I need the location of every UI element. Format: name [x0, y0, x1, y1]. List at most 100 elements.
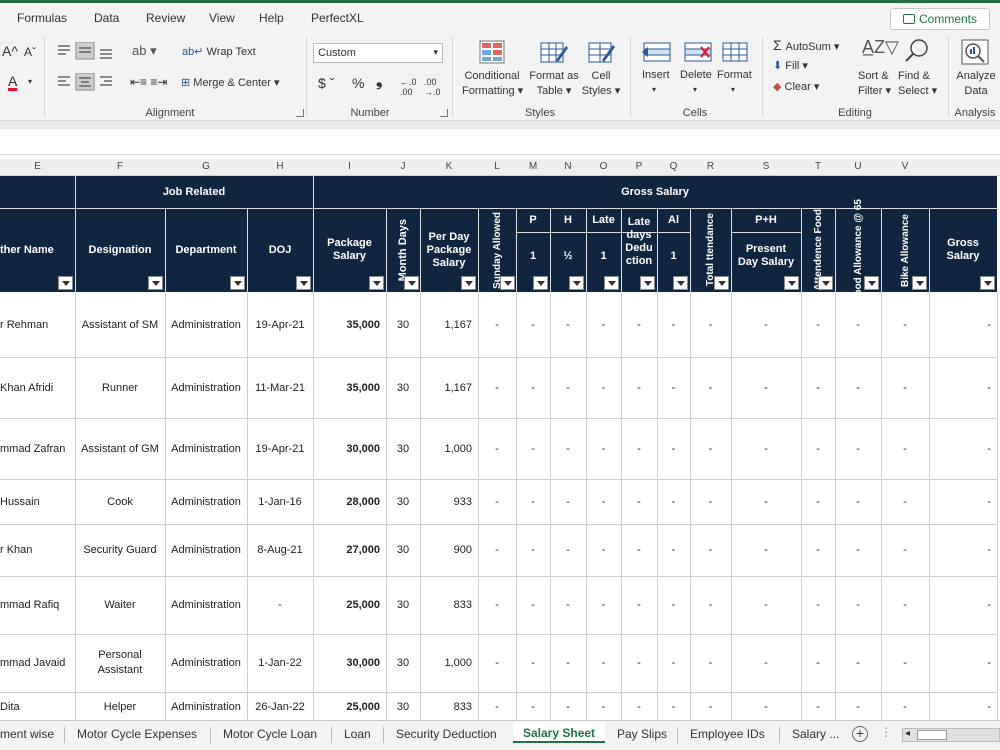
- col-header-t[interactable]: T: [814, 161, 822, 172]
- cell-styles-button[interactable]: Cell Styles ▾: [581, 70, 621, 97]
- cell-empty-value[interactable]: -: [495, 442, 499, 455]
- cell-empty-value[interactable]: -: [531, 701, 535, 713]
- cell-days[interactable]: 30: [396, 495, 410, 508]
- clear-button[interactable]: ◆ Clear ▾: [773, 81, 820, 93]
- cell-empty-value[interactable]: -: [531, 544, 535, 556]
- cell-empty-value[interactable]: -: [671, 599, 676, 611]
- cell-per-day[interactable]: 900: [453, 544, 472, 556]
- cell-empty-value[interactable]: -: [987, 318, 991, 331]
- cell-empty-value[interactable]: -: [903, 318, 907, 331]
- cell-per-day[interactable]: 1,000: [444, 442, 472, 455]
- cell-empty-value[interactable]: -: [531, 381, 535, 394]
- decrease-font-icon[interactable]: Aˇ: [24, 45, 36, 59]
- cell-per-day[interactable]: 1,167: [444, 318, 472, 331]
- cell-empty-value[interactable]: -: [637, 657, 641, 669]
- formula-bar[interactable]: [0, 129, 1000, 155]
- cell-department[interactable]: Administration: [171, 701, 241, 713]
- tab-data[interactable]: Data: [94, 11, 120, 25]
- cell-empty-value[interactable]: -: [531, 442, 535, 455]
- cell-department[interactable]: Administration: [171, 381, 241, 394]
- cell-per-day[interactable]: 933: [453, 495, 472, 508]
- cell-name[interactable]: mmad Zafran: [0, 442, 66, 455]
- cell-empty-value[interactable]: -: [601, 599, 606, 611]
- filter-dropdown-icon[interactable]: [912, 276, 927, 290]
- sheet-tab-salary-sheet[interactable]: Salary Sheet: [513, 721, 606, 743]
- cell-empty-value[interactable]: -: [566, 544, 570, 556]
- cell-days[interactable]: 30: [396, 599, 410, 611]
- merge-center-button[interactable]: ⊞ Merge & Center ▾: [181, 77, 280, 89]
- tab-formulas[interactable]: Formulas: [17, 11, 68, 25]
- cell-empty-value[interactable]: -: [708, 701, 713, 713]
- cell-empty-value[interactable]: -: [708, 381, 713, 394]
- chevron-down-icon[interactable]: ▾: [693, 85, 698, 94]
- cell-empty-value[interactable]: -: [601, 544, 606, 556]
- cell-designation[interactable]: Cook: [107, 495, 133, 508]
- cell-empty-value[interactable]: -: [987, 381, 991, 394]
- sheet-tab-salary-more[interactable]: Salary ...: [792, 727, 840, 741]
- cell-empty-value[interactable]: -: [987, 544, 991, 556]
- orientation-icon[interactable]: ab ▾: [132, 43, 157, 58]
- fill-button[interactable]: ⬇ Fill ▾: [773, 60, 808, 72]
- cell-name[interactable]: r Rehman: [0, 318, 49, 331]
- cell-empty-value[interactable]: -: [601, 657, 606, 669]
- cell-department[interactable]: Administration: [171, 495, 241, 508]
- cell-empty-value[interactable]: -: [903, 442, 907, 455]
- cell-empty-value[interactable]: -: [495, 495, 499, 508]
- wrap-text-button[interactable]: ab↵ Wrap Text: [182, 45, 256, 58]
- cell-empty-value[interactable]: -: [903, 701, 907, 713]
- col-header-k[interactable]: K: [445, 161, 453, 172]
- cell-department[interactable]: Administration: [171, 544, 241, 556]
- cell-doj[interactable]: 8-Aug-21: [257, 544, 303, 556]
- cell-empty-value[interactable]: -: [764, 701, 768, 713]
- sheet-tab-loan[interactable]: Loan: [344, 727, 371, 741]
- cell-empty-value[interactable]: -: [566, 495, 570, 508]
- col-header-j[interactable]: J: [400, 161, 406, 172]
- cell-empty-value[interactable]: -: [816, 318, 820, 331]
- cell-empty-value[interactable]: -: [764, 495, 768, 508]
- comma-style-icon[interactable]: ❟: [376, 73, 383, 90]
- cell-empty-value[interactable]: -: [816, 381, 820, 394]
- tab-view[interactable]: View: [209, 11, 235, 25]
- cell-name[interactable]: mmad Javaid: [0, 657, 66, 669]
- dialog-launcher-icon[interactable]: [440, 109, 448, 117]
- cell-empty-value[interactable]: -: [816, 544, 820, 556]
- cell-empty-value[interactable]: -: [816, 495, 820, 508]
- cell-days[interactable]: 30: [396, 657, 410, 669]
- cell-empty-value[interactable]: -: [764, 381, 768, 394]
- cell-empty-value[interactable]: -: [566, 599, 570, 611]
- cell-empty-value[interactable]: -: [671, 657, 676, 669]
- cell-empty-value[interactable]: -: [637, 318, 641, 331]
- filter-dropdown-icon[interactable]: [533, 276, 548, 290]
- vertical-align-icons[interactable]: [56, 42, 116, 60]
- cell-package[interactable]: 25,000: [346, 701, 380, 713]
- cell-empty-value[interactable]: -: [671, 544, 676, 556]
- chevron-down-icon[interactable]: ▾: [731, 85, 736, 94]
- insert-button[interactable]: Insert: [642, 69, 670, 81]
- cell-empty-value[interactable]: -: [601, 442, 606, 455]
- filter-dropdown-icon[interactable]: [230, 276, 245, 290]
- cell-empty-value[interactable]: -: [531, 318, 535, 331]
- cell-empty-value[interactable]: -: [671, 701, 676, 713]
- format-button[interactable]: Format: [717, 69, 752, 81]
- conditional-formatting-button[interactable]: Conditional Formatting ▾: [462, 70, 524, 97]
- cell-designation[interactable]: Helper: [103, 701, 137, 713]
- col-header-l[interactable]: L: [494, 161, 500, 172]
- cell-empty-value[interactable]: -: [903, 544, 907, 556]
- cell-empty-value[interactable]: -: [903, 599, 907, 611]
- cell-empty-value[interactable]: -: [903, 657, 907, 669]
- cell-empty-value[interactable]: -: [637, 701, 641, 713]
- cell-package[interactable]: 25,000: [346, 599, 380, 611]
- cell-empty-value[interactable]: -: [495, 599, 499, 611]
- cell-name[interactable]: mmad Rafiq: [0, 599, 60, 611]
- cell-empty-value[interactable]: -: [764, 318, 768, 331]
- cell-empty-value[interactable]: -: [903, 495, 907, 508]
- cell-name[interactable]: Hussain: [0, 495, 40, 508]
- cell-empty-value[interactable]: -: [637, 495, 641, 508]
- sheet-tab-employee-ids[interactable]: Employee IDs: [690, 727, 765, 741]
- cell-empty-value[interactable]: -: [987, 495, 991, 508]
- cell-empty-value[interactable]: -: [637, 599, 641, 611]
- cell-empty-value[interactable]: -: [671, 442, 676, 455]
- cell-package[interactable]: 35,000: [346, 381, 380, 394]
- sheet-tab-pay-slips[interactable]: Pay Slips: [617, 727, 668, 741]
- cell-department[interactable]: Administration: [171, 442, 241, 455]
